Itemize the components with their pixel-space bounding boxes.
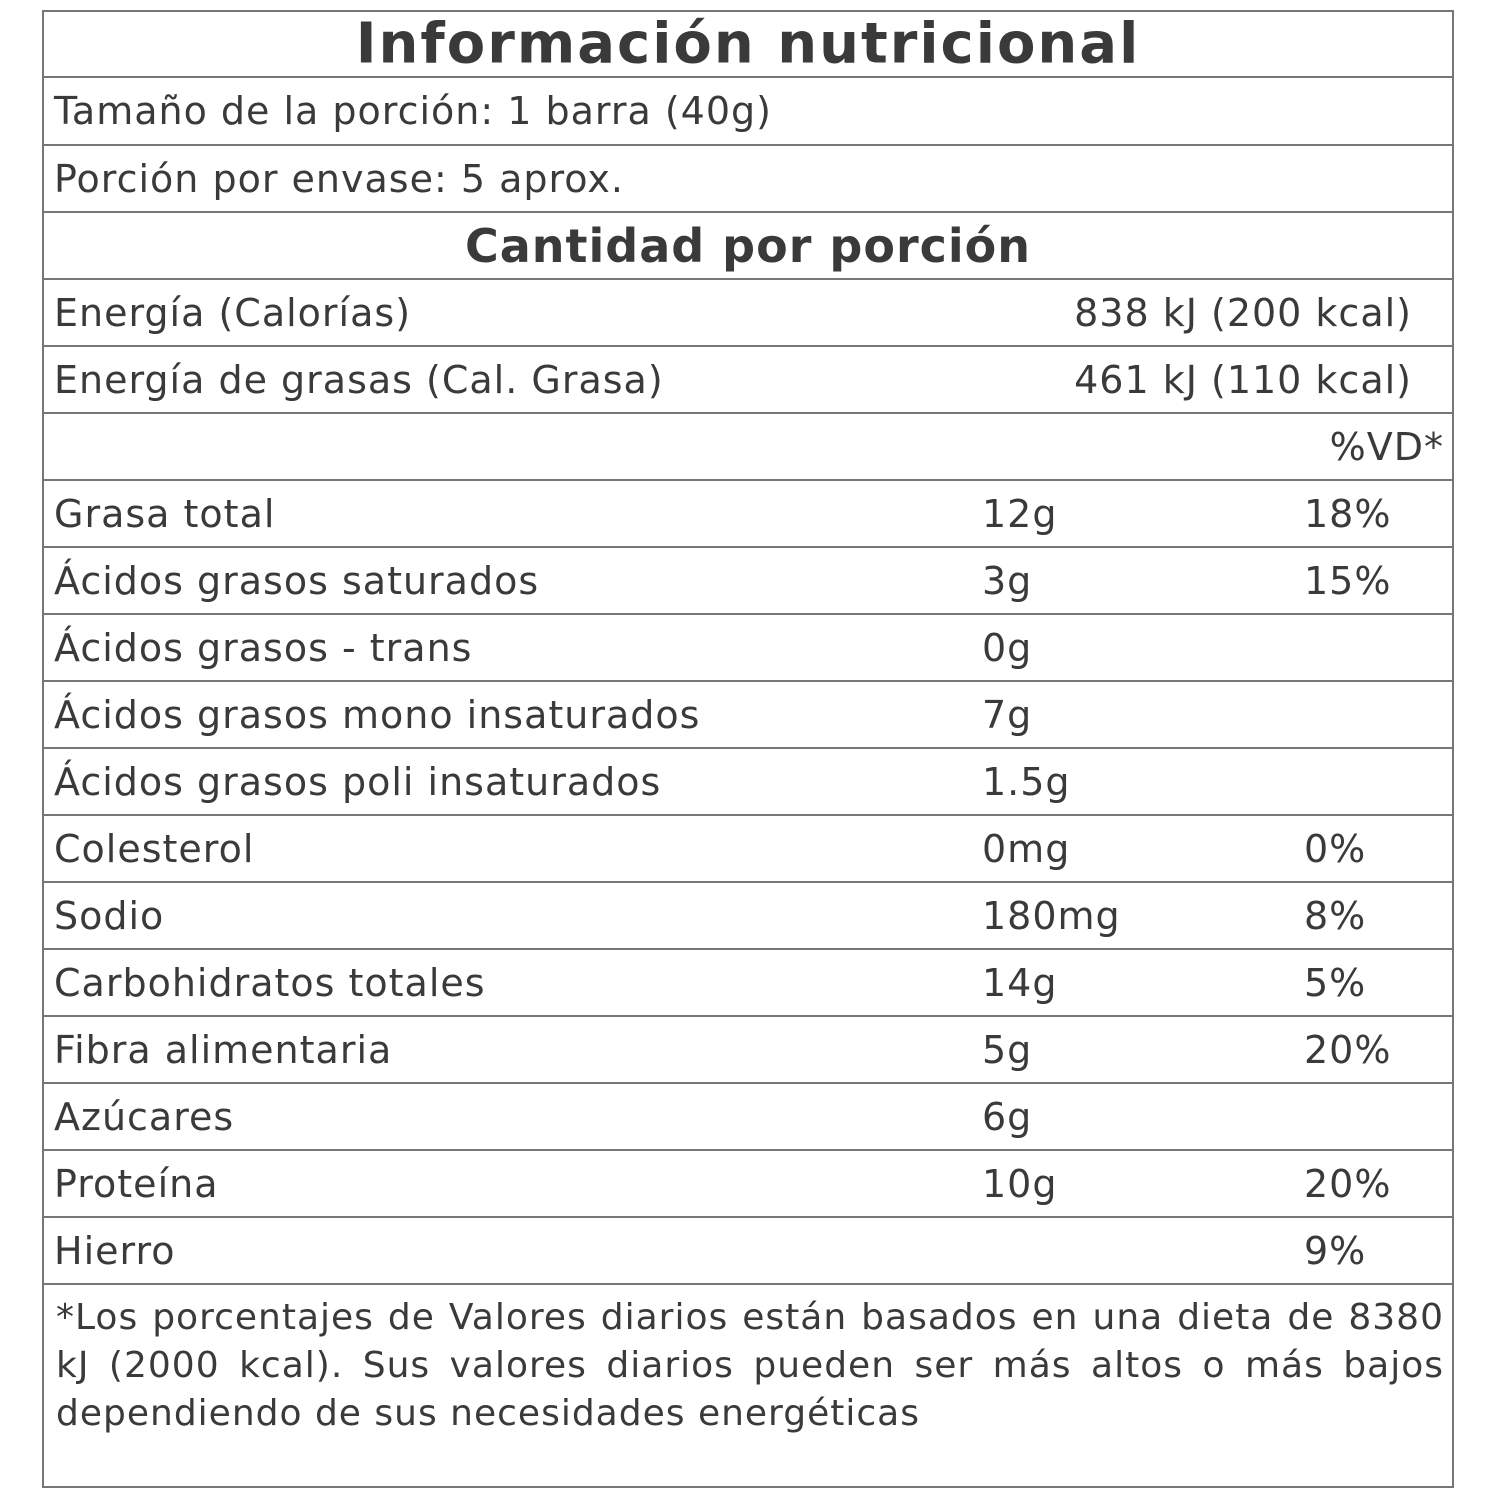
fat-energy-value: 461 kJ (110 kcal) [1074,357,1412,402]
nutrient-row: Grasa total 12g 18% [44,481,1452,548]
energy-label: Energía (Calorías) [54,290,412,335]
nutrient-label: Ácidos grasos - trans [54,625,473,670]
nutrient-amount: 10g [982,1161,1058,1206]
nutrient-label: Colesterol [54,826,255,871]
nutrient-label: Grasa total [54,491,276,536]
nutrient-label: Ácidos grasos saturados [54,558,540,603]
servings-per-container: Porción por envase: 5 aprox. [54,156,624,201]
nutrient-amount: 7g [982,692,1033,737]
nutrient-amount: 180mg [982,893,1121,938]
nutrient-label: Azúcares [54,1094,235,1139]
nutrient-label: Ácidos grasos mono insaturados [54,692,701,737]
nutrient-amount: 0g [982,625,1033,670]
title-row: Información nutricional [44,12,1452,78]
nutrient-dv: 15% [1304,558,1392,603]
amount-per-serving-row: Cantidad por porción [44,213,1452,280]
nutrient-amount: 12g [982,491,1058,536]
nutrient-row: Fibra alimentaria 5g 20% [44,1017,1452,1084]
nutrition-facts-label: Información nutricional Tamaño de la por… [42,10,1454,1488]
nutrient-row: Ácidos grasos - trans 0g [44,615,1452,682]
nutrient-row: Ácidos grasos poli insaturados 1.5g [44,749,1452,816]
amount-per-serving-heading: Cantidad por porción [464,218,1032,273]
nutrient-dv: 20% [1304,1027,1392,1072]
energy-row: Energía (Calorías) 838 kJ (200 kcal) [44,280,1452,347]
nutrient-amount: 3g [982,558,1033,603]
nutrient-label: Fibra alimentaria [54,1027,393,1072]
label-title: Información nutricional [355,11,1141,77]
nutrient-dv: 9% [1304,1228,1367,1273]
serving-size: Tamaño de la porción: 1 barra (40g) [54,89,772,133]
nutrient-dv: 0% [1304,826,1367,871]
nutrient-row: Azúcares 6g [44,1084,1452,1151]
daily-value-footnote: *Los porcentajes de Valores diarios está… [56,1297,1444,1434]
nutrient-amount: 0mg [982,826,1071,871]
nutrient-amount: 14g [982,960,1058,1005]
nutrient-row: Proteína 10g 20% [44,1151,1452,1218]
serving-size-row: Tamaño de la porción: 1 barra (40g) [44,78,1452,146]
nutrient-amount: 6g [982,1094,1033,1139]
nutrient-row: Hierro 9% [44,1218,1452,1285]
nutrient-label: Sodio [54,893,165,938]
nutrient-dv: 5% [1304,960,1367,1005]
nutrient-label: Hierro [54,1228,176,1273]
nutrient-row: Carbohidratos totales 14g 5% [44,950,1452,1017]
nutrient-dv: 18% [1304,491,1392,536]
nutrient-row: Ácidos grasos mono insaturados 7g [44,682,1452,749]
fat-energy-row: Energía de grasas (Cal. Grasa) 461 kJ (1… [44,347,1452,414]
nutrient-dv: 8% [1304,893,1367,938]
dv-header-row: %VD* [44,414,1452,481]
dv-header: %VD* [1329,424,1444,469]
nutrient-dv: 20% [1304,1161,1392,1206]
nutrient-row: Colesterol 0mg 0% [44,816,1452,883]
energy-value: 838 kJ (200 kcal) [1074,290,1412,335]
nutrient-row: Ácidos grasos saturados 3g 15% [44,548,1452,615]
nutrient-label: Carbohidratos totales [54,960,486,1005]
nutrient-amount: 5g [982,1027,1033,1072]
fat-energy-label: Energía de grasas (Cal. Grasa) [54,357,664,402]
nutrient-label: Proteína [54,1161,219,1206]
nutrient-amount: 1.5g [982,759,1071,804]
servings-per-container-row: Porción por envase: 5 aprox. [44,146,1452,213]
nutrient-label: Ácidos grasos poli insaturados [54,759,662,804]
nutrient-row: Sodio 180mg 8% [44,883,1452,950]
